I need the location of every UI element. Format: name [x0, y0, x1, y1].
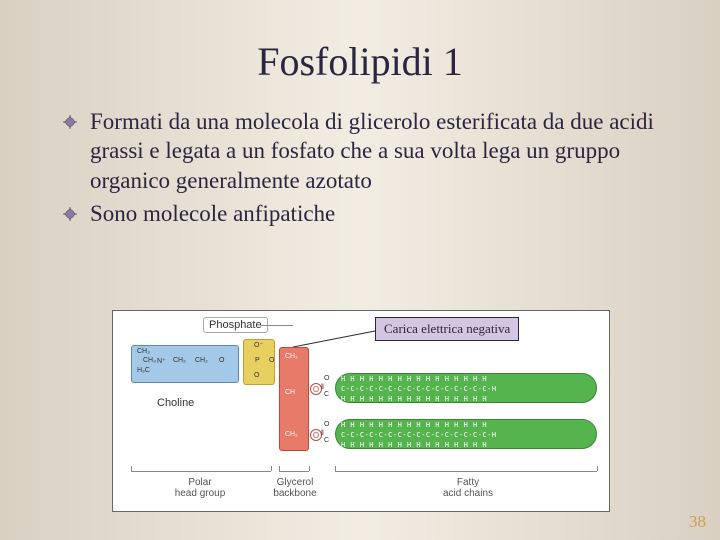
bullet-icon	[62, 114, 78, 130]
phosphate-label: Phosphate	[203, 317, 268, 333]
region-fatty: Fatty acid chains	[423, 477, 513, 499]
region-polar: Polar head group	[155, 477, 245, 499]
phospholipid-diagram: Phosphate Carica elettrica negativa CH₃ …	[112, 310, 610, 512]
bullet-icon	[62, 206, 78, 222]
region-glycerol: Glycerol backbone	[265, 477, 325, 499]
chain-h-row: H H H H H H H H H H H H H H H H	[341, 421, 487, 429]
bullet-text: Formati da una molecola di glicerolo est…	[90, 107, 672, 195]
chain-h-row: H H H H H H H H H H H H H H H H	[341, 375, 487, 383]
page-number: 38	[689, 512, 706, 532]
bullet-item: Formati da una molecola di glicerolo est…	[62, 107, 672, 195]
choline-label: Choline	[157, 397, 194, 409]
bullet-text: Sono molecole anfipatiche	[90, 199, 335, 228]
chain-h-row: H H H H H H H H H H H H H H H H	[341, 441, 487, 449]
chain-c-row: C-C-C-C-C-C-C-C-C-C-C-C-C-C-C-C-H	[341, 431, 497, 439]
slide-title: Fosfolipidi 1	[0, 0, 720, 107]
bullet-list: Formati da una molecola di glicerolo est…	[0, 107, 720, 229]
chain-c-row: C-C-C-C-C-C-C-C-C-C-C-C-C-C-C-C-H	[341, 385, 497, 393]
chain-h-row: H H H H H H H H H H H H H H H H	[341, 395, 487, 403]
bullet-item: Sono molecole anfipatiche	[62, 199, 672, 228]
callout-negative-charge: Carica elettrica negativa	[375, 317, 519, 341]
